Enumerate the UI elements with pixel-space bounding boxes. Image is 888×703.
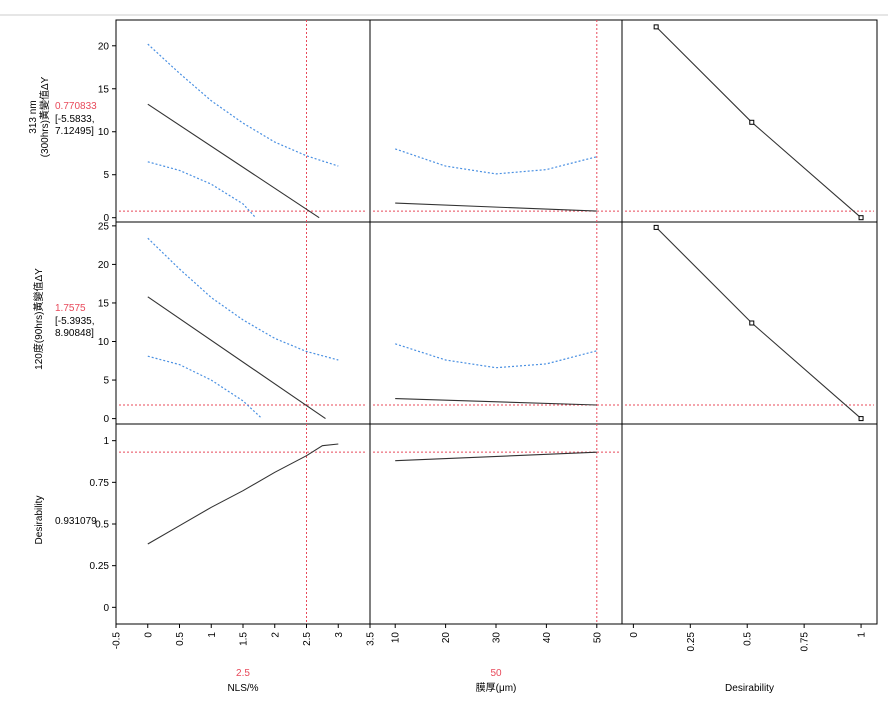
profile-cell-frame [369, 221, 623, 425]
current-response-value: 0.770833 [55, 101, 97, 112]
prediction-curve [147, 296, 326, 420]
profile-cell-frame [115, 221, 371, 425]
confidence-interval: 8.90848] [55, 328, 94, 339]
current-setting-value: 2.5 [236, 668, 250, 679]
factor-axis-label: NLS/% [227, 683, 258, 694]
y-tick-label: 20 [98, 41, 110, 52]
x-tick-label: 1 [857, 632, 868, 638]
current-setting-value: 50 [490, 668, 502, 679]
response-label: Desirability [34, 496, 45, 545]
desirability-handle[interactable] [749, 119, 755, 125]
x-tick-label: 3.5 [366, 632, 377, 646]
response-label: 120度(90hrs)黃變值ΔY [32, 268, 45, 370]
y-tick-label: 0.25 [90, 561, 110, 572]
lower_ci-curve [147, 355, 263, 420]
y-tick-label: 0.75 [90, 478, 110, 489]
upper_ci-curve [147, 43, 339, 167]
desirability-handle[interactable] [858, 215, 864, 221]
y-tick-label: 5 [103, 376, 109, 387]
desirability-handle[interactable] [653, 24, 659, 30]
desirability-handle[interactable] [653, 224, 659, 230]
x-tick-label: 1 [207, 632, 218, 638]
profile-cell-frame [369, 423, 623, 625]
x-tick-label: 2.5 [302, 632, 313, 646]
desirability-handle[interactable] [858, 416, 864, 422]
y-tick-label: 1 [103, 436, 109, 447]
y-tick-label: 25 [98, 221, 110, 232]
x-tick-label: 0.5 [743, 632, 754, 646]
x-tick-label: 3 [334, 632, 345, 638]
x-tick-label: 30 [492, 632, 503, 644]
lower_ci-curve [147, 161, 257, 219]
x-tick-label: 50 [592, 632, 603, 644]
y-tick-label: 0 [103, 603, 109, 614]
y-tick-label: 10 [98, 337, 110, 348]
x-tick-label: 0.25 [686, 632, 697, 652]
x-tick-label: 0 [143, 632, 154, 638]
y-tick-label: 0 [103, 213, 109, 224]
current-response-value: 1.7575 [55, 303, 86, 314]
y-tick-label: 5 [103, 170, 109, 181]
desirability-curve [655, 227, 862, 420]
x-tick-label: 0.75 [800, 632, 811, 652]
profile-cell-frame [115, 423, 371, 625]
x-tick-label: 40 [542, 632, 553, 644]
upper_ci-curve [395, 343, 597, 369]
prediction-curve [147, 443, 339, 545]
prediction-curve [395, 398, 597, 406]
x-tick-label: -0.5 [112, 632, 123, 650]
y-tick-label: 20 [98, 260, 110, 271]
desirability-handle[interactable] [749, 320, 755, 326]
response-label: 313 nm [28, 100, 39, 133]
y-tick-label: 10 [98, 127, 110, 138]
response-label: (300hrs)黃變值ΔY [38, 76, 51, 157]
profile-cell-frame [621, 423, 878, 625]
confidence-interval: [-5.5833, [55, 114, 94, 125]
x-tick-label: 20 [441, 632, 452, 644]
x-tick-label: 0 [629, 632, 640, 638]
prediction-curve [395, 202, 597, 212]
profile-cell-frame [369, 19, 623, 223]
x-tick-label: 10 [391, 632, 402, 644]
factor-axis-label: 膜厚(μm) [476, 682, 517, 694]
y-tick-label: 15 [98, 298, 110, 309]
factor-axis-label: Desirability [725, 683, 774, 694]
upper_ci-curve [147, 237, 339, 361]
y-tick-label: 0 [103, 414, 109, 425]
confidence-interval: 7.12495] [55, 126, 94, 137]
prediction-curve [395, 451, 597, 462]
y-tick-label: 0.5 [95, 520, 109, 531]
confidence-interval: [-5.3935, [55, 316, 94, 327]
prediction-curve [147, 103, 320, 219]
upper_ci-curve [395, 148, 597, 175]
y-tick-label: 15 [98, 84, 110, 95]
current-response-value: 0.931079 [55, 516, 97, 527]
desirability-curve [655, 26, 862, 219]
x-tick-label: 1.5 [239, 632, 250, 646]
x-tick-label: 2 [270, 632, 281, 638]
x-tick-label: 0.5 [175, 632, 186, 646]
